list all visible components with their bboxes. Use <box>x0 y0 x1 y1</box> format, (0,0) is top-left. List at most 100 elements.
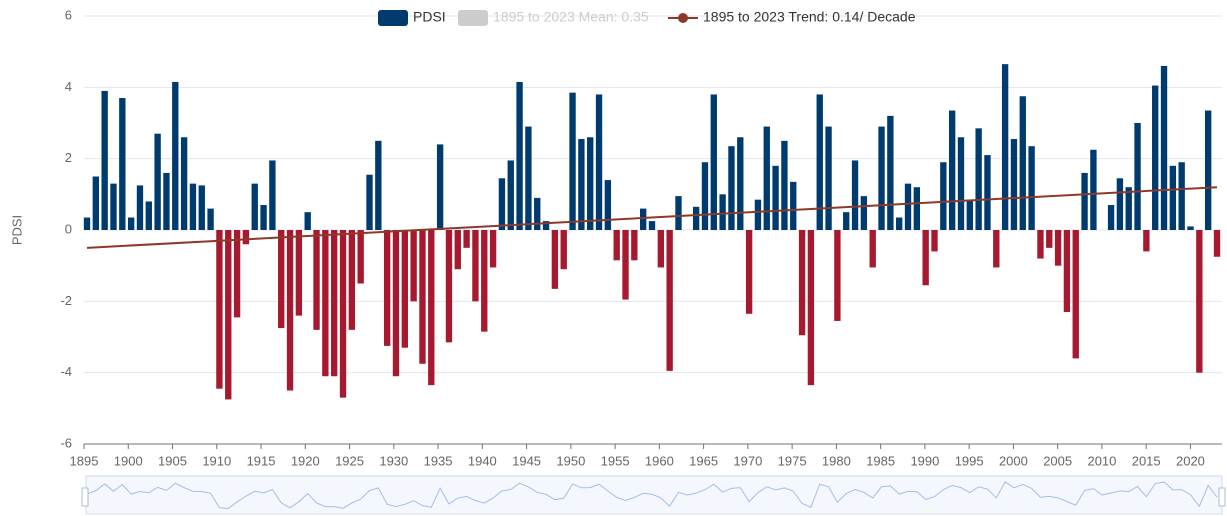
bar <box>1054 230 1062 266</box>
bar <box>136 185 144 230</box>
bar <box>516 81 523 230</box>
zoom-handle[interactable] <box>81 487 89 507</box>
bar <box>896 217 903 230</box>
bar <box>207 208 214 230</box>
bar <box>701 162 709 230</box>
bar <box>92 176 100 230</box>
bar <box>180 137 188 230</box>
bar <box>1090 149 1097 230</box>
legend-label[interactable]: 1895 to 2023 Mean: 0.35 <box>493 9 649 25</box>
legend-swatch[interactable] <box>378 10 408 26</box>
bar <box>1072 230 1079 359</box>
bar <box>127 217 135 230</box>
bar <box>154 133 161 230</box>
bar <box>410 230 417 302</box>
x-tick-label: 1985 <box>866 453 895 468</box>
zoom-handle[interactable] <box>1218 487 1226 507</box>
bar <box>1037 230 1044 259</box>
bar <box>728 146 735 230</box>
bar <box>1152 85 1159 230</box>
bar <box>560 230 567 270</box>
bar <box>790 181 797 230</box>
bar <box>101 90 108 231</box>
x-tick-label: 1915 <box>247 453 276 468</box>
legend-label[interactable]: PDSI <box>413 9 446 25</box>
legend-swatch[interactable] <box>678 13 688 23</box>
bar <box>1107 205 1115 230</box>
bar <box>825 126 832 230</box>
bar <box>737 137 744 230</box>
bar <box>763 126 770 230</box>
bar <box>119 98 126 231</box>
bar <box>1046 230 1053 248</box>
bar <box>948 110 956 230</box>
bar <box>595 94 603 230</box>
bar <box>878 126 885 230</box>
bar <box>1213 230 1221 257</box>
x-tick-label: 1935 <box>424 453 453 468</box>
bar <box>286 230 294 391</box>
bar <box>931 230 938 252</box>
bar <box>83 217 91 230</box>
x-tick-label: 1920 <box>291 453 320 468</box>
bar <box>551 230 559 289</box>
y-axis-label: PDSI <box>9 215 24 245</box>
x-tick-label: 1930 <box>379 453 408 468</box>
bar <box>498 178 506 230</box>
bar <box>604 180 612 230</box>
bar <box>984 155 991 230</box>
bar <box>233 230 241 318</box>
x-tick-label: 1970 <box>733 453 762 468</box>
bar <box>242 230 250 245</box>
bar <box>436 144 444 230</box>
bar <box>807 230 815 386</box>
y-tick-label: 6 <box>65 7 72 22</box>
bar <box>189 183 197 230</box>
bar <box>666 230 673 371</box>
bar <box>198 185 205 230</box>
bar <box>348 230 356 330</box>
bar <box>145 201 152 230</box>
x-tick-label: 2010 <box>1087 453 1116 468</box>
bar <box>542 221 550 230</box>
bar <box>339 230 347 398</box>
bar <box>260 205 267 230</box>
x-tick-label: 1945 <box>512 453 541 468</box>
bar <box>993 230 1000 268</box>
bar <box>383 230 391 346</box>
bar <box>216 230 223 389</box>
bar <box>798 230 806 336</box>
bar <box>957 137 965 230</box>
legend-swatch[interactable] <box>458 10 488 26</box>
x-tick-label: 1955 <box>601 453 630 468</box>
bar <box>869 230 876 268</box>
bar <box>1143 230 1150 252</box>
bar <box>1019 96 1026 230</box>
bar <box>966 199 973 230</box>
bar <box>251 183 258 230</box>
legend-label[interactable]: 1895 to 2023 Trend: 0.14/ Decade <box>703 9 916 25</box>
x-tick-label: 1950 <box>556 453 585 468</box>
bar <box>110 183 117 230</box>
bar <box>719 194 726 230</box>
bar <box>172 81 179 230</box>
bar <box>357 230 364 284</box>
x-tick-label: 1900 <box>114 453 143 468</box>
bar <box>331 230 338 377</box>
bar <box>278 230 285 329</box>
bar <box>1196 230 1203 373</box>
x-tick-label: 1895 <box>70 453 99 468</box>
bar <box>631 230 638 261</box>
bar <box>1169 165 1177 230</box>
bar <box>816 94 823 230</box>
bar <box>622 230 629 300</box>
bar <box>860 196 868 230</box>
bar <box>1010 139 1018 230</box>
bar <box>1134 123 1141 230</box>
bar <box>295 230 303 316</box>
bar <box>710 94 717 230</box>
x-tick-label: 2005 <box>1043 453 1072 468</box>
y-tick-label: 2 <box>65 150 72 165</box>
bar <box>1204 110 1212 230</box>
